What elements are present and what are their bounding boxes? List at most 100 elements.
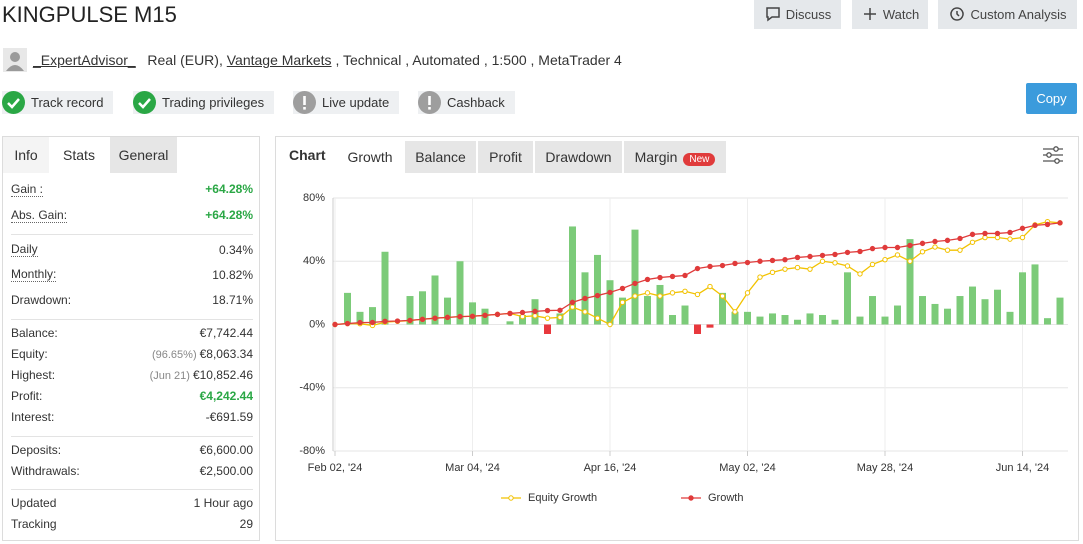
series-marker bbox=[357, 319, 363, 326]
bar bbox=[744, 311, 751, 325]
series-marker bbox=[769, 257, 776, 264]
button-icon bbox=[950, 7, 965, 21]
bar bbox=[1019, 272, 1026, 325]
title: KINGPULSE M15 bbox=[2, 2, 177, 27]
stats-value: -€691.59 bbox=[205, 409, 253, 424]
chart-label: Chart bbox=[289, 147, 326, 163]
bar bbox=[431, 275, 439, 325]
chart-tab[interactable]: Drawdown bbox=[535, 141, 622, 173]
bar bbox=[619, 297, 626, 325]
header-button[interactable]: Watch bbox=[852, 0, 928, 29]
series-marker bbox=[982, 230, 988, 237]
stats-tab[interactable]: General bbox=[110, 137, 177, 173]
settings-icon[interactable] bbox=[1042, 145, 1064, 165]
series-marker bbox=[507, 310, 513, 317]
badge-icon bbox=[2, 91, 25, 114]
bar bbox=[694, 324, 701, 334]
series-marker bbox=[532, 308, 538, 315]
series-marker bbox=[1057, 220, 1063, 226]
stats-tab[interactable]: Info bbox=[3, 137, 49, 173]
stats-tab[interactable]: Stats bbox=[49, 137, 109, 173]
series-marker bbox=[657, 274, 663, 281]
series-marker bbox=[794, 254, 801, 261]
series-marker bbox=[882, 244, 888, 251]
stats-row: Updated 1 Hour ago bbox=[11, 492, 253, 513]
copy-button[interactable]: Copy bbox=[1026, 83, 1077, 114]
chart-tab[interactable]: Profit bbox=[478, 141, 533, 173]
series-marker bbox=[632, 280, 638, 287]
user-icon bbox=[3, 48, 27, 72]
series-marker bbox=[944, 237, 951, 244]
series-marker bbox=[657, 293, 663, 299]
y-tick-label: 0% bbox=[309, 318, 325, 330]
stats-row: Gain : +64.28% bbox=[11, 176, 253, 202]
stats-row: Monthly: 10.82% bbox=[11, 262, 253, 287]
chart-tab-label: Growth bbox=[347, 149, 393, 165]
stats-row: Tracking 29 bbox=[11, 513, 253, 534]
series-marker bbox=[744, 290, 751, 296]
series-marker bbox=[957, 247, 963, 253]
bar bbox=[819, 315, 826, 325]
stats-value: €6,600.00 bbox=[199, 442, 253, 457]
stats-label: Monthly: bbox=[11, 267, 57, 282]
legend-label: Equity Growth bbox=[528, 492, 597, 504]
header-button[interactable]: Custom Analysis bbox=[938, 0, 1077, 29]
stats-label: Tracking bbox=[11, 516, 57, 531]
badge: Cashback bbox=[418, 91, 515, 114]
stats-row: Highest: (Jun 21) €10,852.46 bbox=[11, 364, 253, 385]
stats-value-wrap: €4,242.44 bbox=[200, 389, 253, 403]
series-marker bbox=[1007, 236, 1013, 242]
stats-group: Gain : +64.28% Abs. Gain: +64.28% bbox=[11, 174, 253, 228]
x-tick-label: May 02, '24 bbox=[719, 462, 776, 474]
stats-value-wrap: 0.34% bbox=[219, 243, 253, 257]
button-icon bbox=[765, 7, 780, 22]
series-marker bbox=[482, 312, 488, 319]
series-marker bbox=[769, 269, 776, 276]
series-marker bbox=[457, 313, 463, 320]
badge-label: Live update bbox=[322, 95, 390, 110]
series-marker bbox=[932, 238, 938, 245]
series-marker bbox=[707, 283, 713, 290]
bar bbox=[669, 315, 676, 325]
stats-value-wrap: +64.28% bbox=[205, 182, 253, 196]
series-marker bbox=[607, 321, 613, 328]
chart-tab-label: Margin bbox=[634, 149, 678, 165]
series-marker bbox=[932, 244, 938, 250]
legend-marker bbox=[508, 495, 514, 501]
header-button[interactable]: Discuss bbox=[754, 0, 841, 29]
chart-tab[interactable]: Margin New bbox=[624, 141, 726, 173]
series-marker bbox=[907, 242, 913, 249]
chart-tab[interactable]: Growth bbox=[337, 141, 403, 173]
stats-value: €10,852.46 bbox=[192, 367, 253, 382]
stats-value: +64.28% bbox=[205, 208, 253, 222]
stats-value: +64.28% bbox=[205, 182, 253, 196]
bar bbox=[356, 311, 364, 325]
stats-label: Daily bbox=[11, 242, 38, 257]
series-marker bbox=[544, 315, 551, 321]
broker-link[interactable]: Vantage Markets bbox=[226, 52, 332, 68]
stats-value-wrap: (96.65%) €8,063.34 bbox=[152, 347, 253, 361]
stats-value: 10.82% bbox=[212, 267, 253, 282]
button-label: Custom Analysis bbox=[970, 7, 1067, 22]
bar bbox=[344, 292, 351, 325]
bar bbox=[906, 239, 914, 325]
series-marker bbox=[619, 299, 626, 306]
user-link[interactable]: _ExpertAdvisor_ bbox=[33, 52, 136, 68]
series-marker bbox=[844, 263, 851, 269]
stats-value-wrap: €2,500.00 bbox=[200, 464, 253, 478]
series-marker bbox=[1019, 234, 1026, 241]
series-marker bbox=[732, 260, 738, 267]
series-marker bbox=[557, 314, 563, 321]
account-details: , Technical , Automated , 1:500 , MetaTr… bbox=[335, 52, 622, 68]
bar bbox=[869, 296, 876, 325]
x-tick-label: Feb 02, '24 bbox=[308, 462, 363, 474]
bar bbox=[856, 316, 864, 325]
x-tick-label: Mar 04, '24 bbox=[445, 462, 500, 474]
bar bbox=[894, 305, 901, 325]
series-marker bbox=[907, 258, 913, 264]
stats-label: Equity: bbox=[11, 346, 48, 361]
chart-tab[interactable]: Balance bbox=[405, 141, 476, 173]
chart: -80% -40% 0% 40% 80% Feb 02, '24 Mar 04, '24 Ap… bbox=[299, 192, 1068, 504]
stats-value-wrap: +64.28% bbox=[205, 208, 253, 222]
series-marker bbox=[582, 295, 588, 302]
